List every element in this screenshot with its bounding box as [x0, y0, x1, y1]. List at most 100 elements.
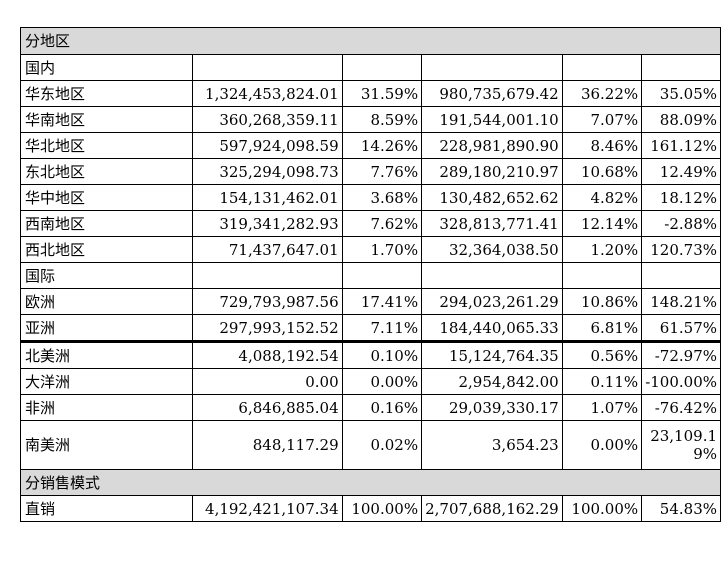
section-label: 分地区	[20, 27, 721, 55]
row-label: 华南地区	[19, 106, 194, 133]
section-header-region: 分地区	[20, 27, 721, 55]
table-row: 南美洲 848,117.29 0.02% 3,654.23 0.00% 23,109.19…	[19, 420, 721, 470]
value-cell-c4: 12.14%	[561, 210, 643, 237]
value-cell-c1: 0.00	[192, 368, 343, 395]
value-cell-c4: 7.07%	[561, 106, 643, 133]
value-cell-c5: -100.00%	[641, 368, 721, 395]
value-cell-c4: 0.00%	[561, 420, 643, 470]
empty-cell	[561, 54, 643, 81]
table-row: 东北地区 325,294,098.73 7.76% 289,180,210.97 10.…	[19, 158, 721, 185]
table-row: 华南地区 360,268,359.11 8.59% 191,544,001.10 7.0…	[19, 106, 721, 133]
table-row: 亚洲 297,993,152.52 7.11% 184,440,065.33 6.81%…	[19, 314, 721, 342]
value-cell-c2: 0.00%	[341, 368, 423, 395]
row-label: 欧洲	[19, 288, 194, 315]
value-cell-c1: 360,268,359.11	[192, 106, 343, 133]
value-cell-c4: 8.46%	[561, 132, 643, 159]
value-cell-c2: 1.70%	[341, 236, 423, 263]
value-cell-c1: 71,437,647.01	[192, 236, 343, 263]
value-cell-c5: 18.12%	[641, 184, 721, 211]
value-cell-c4: 10.86%	[561, 288, 643, 315]
value-cell-c4: 6.81%	[561, 314, 643, 342]
row-label: 华东地区	[19, 80, 194, 107]
value-cell-c5: 61.57%	[641, 314, 721, 342]
value-cell-c1: 4,088,192.54	[192, 340, 343, 369]
value-cell-c4: 0.11%	[561, 368, 643, 395]
value-cell-c5: -2.88%	[641, 210, 721, 237]
table-row: 华东地区 1,324,453,824.01 31.59% 980,735,679.42…	[19, 80, 721, 107]
table-row: 华中地区 154,131,462.01 3.68% 130,482,652.62 4.8…	[19, 184, 721, 211]
value-cell-c4: 100.00%	[561, 495, 643, 522]
table-row: 非洲 6,846,885.04 0.16% 29,039,330.17 1.07% -76…	[19, 394, 721, 421]
value-cell-c5: 54.83%	[641, 495, 721, 522]
section-row-international: 国际	[19, 262, 721, 289]
empty-cell	[641, 262, 721, 289]
value-cell-c4: 36.22%	[561, 80, 643, 107]
value-cell-c2: 14.26%	[341, 132, 423, 159]
table-row: 大洋洲 0.00 0.00% 2,954,842.00 0.11% -100.00%	[19, 368, 721, 395]
value-cell-c5: -76.42%	[641, 394, 721, 421]
table-row: 华北地区 597,924,098.59 14.26% 228,981,890.90 8.…	[19, 132, 721, 159]
value-cell-c3: 15,124,764.35	[421, 340, 563, 369]
table-row: 西南地区 319,341,282.93 7.62% 328,813,771.41 12.…	[19, 210, 721, 237]
value-cell-c3: 2,707,688,162.29	[421, 495, 563, 522]
value-cell-c5: -72.97%	[641, 340, 721, 369]
section-label: 分销售模式	[20, 469, 721, 496]
row-label: 东北地区	[19, 158, 194, 185]
value-cell-c3: 980,735,679.42	[421, 80, 563, 107]
value-cell-c4: 1.20%	[561, 236, 643, 263]
row-label: 亚洲	[19, 314, 194, 342]
value-cell-c4: 0.56%	[561, 340, 643, 369]
row-label: 非洲	[19, 394, 194, 421]
value-cell-c1: 4,192,421,107.34	[192, 495, 343, 522]
value-cell-c4: 10.68%	[561, 158, 643, 185]
value-cell-c2: 31.59%	[341, 80, 423, 107]
value-cell-c1: 729,793,987.56	[192, 288, 343, 315]
value-cell-c2: 7.62%	[341, 210, 423, 237]
value-cell-c1: 297,993,152.52	[192, 314, 343, 342]
empty-cell	[192, 262, 343, 289]
table-row: 直销 4,192,421,107.34 100.00% 2,707,688,162.2…	[19, 495, 721, 522]
value-cell-c3: 130,482,652.62	[421, 184, 563, 211]
row-label: 南美洲	[19, 420, 194, 470]
value-cell-c2: 0.10%	[341, 340, 423, 369]
value-cell-c3: 2,954,842.00	[421, 368, 563, 395]
row-label: 大洋洲	[19, 368, 194, 395]
value-cell-c4: 4.82%	[561, 184, 643, 211]
value-cell-c2: 8.59%	[341, 106, 423, 133]
empty-cell	[192, 54, 343, 81]
value-cell-c3: 184,440,065.33	[421, 314, 563, 342]
table-row: 北美洲 4,088,192.54 0.10% 15,124,764.35 0.56% -7…	[19, 340, 721, 369]
row-label: 华中地区	[19, 184, 194, 211]
value-cell-c1: 848,117.29	[192, 420, 343, 470]
value-cell-c4: 1.07%	[561, 394, 643, 421]
value-cell-c2: 7.11%	[341, 314, 423, 342]
value-cell-c2: 7.76%	[341, 158, 423, 185]
value-cell-c5: 23,109.19%	[641, 420, 721, 470]
value-cell-c3: 191,544,001.10	[421, 106, 563, 133]
value-cell-c3: 289,180,210.97	[421, 158, 563, 185]
section-label: 国际	[19, 262, 194, 289]
value-cell-c5: 120.73%	[641, 236, 721, 263]
value-cell-c2: 17.41%	[341, 288, 423, 315]
value-cell-c1: 597,924,098.59	[192, 132, 343, 159]
value-cell-c2: 0.02%	[341, 420, 423, 470]
empty-cell	[561, 262, 643, 289]
value-cell-c5: 148.21%	[641, 288, 721, 315]
value-cell-c1: 319,341,282.93	[192, 210, 343, 237]
row-label: 北美洲	[19, 340, 194, 369]
empty-cell	[641, 54, 721, 81]
row-label: 西南地区	[19, 210, 194, 237]
value-cell-c5: 35.05%	[641, 80, 721, 107]
value-cell-c3: 228,981,890.90	[421, 132, 563, 159]
revenue-breakdown-table: 分地区 国内 华东地区 1,324,453,824.01 31.59% 980,735…	[19, 27, 721, 522]
value-cell-c3: 294,023,261.29	[421, 288, 563, 315]
section-header-sales-mode: 分销售模式	[20, 469, 721, 496]
value-cell-c3: 29,039,330.17	[421, 394, 563, 421]
row-label: 直销	[19, 495, 194, 522]
row-label: 西北地区	[19, 236, 194, 263]
value-cell-c2: 3.68%	[341, 184, 423, 211]
value-cell-c5: 161.12%	[641, 132, 721, 159]
value-cell-c3: 32,364,038.50	[421, 236, 563, 263]
row-label: 华北地区	[19, 132, 194, 159]
empty-cell	[421, 54, 563, 81]
